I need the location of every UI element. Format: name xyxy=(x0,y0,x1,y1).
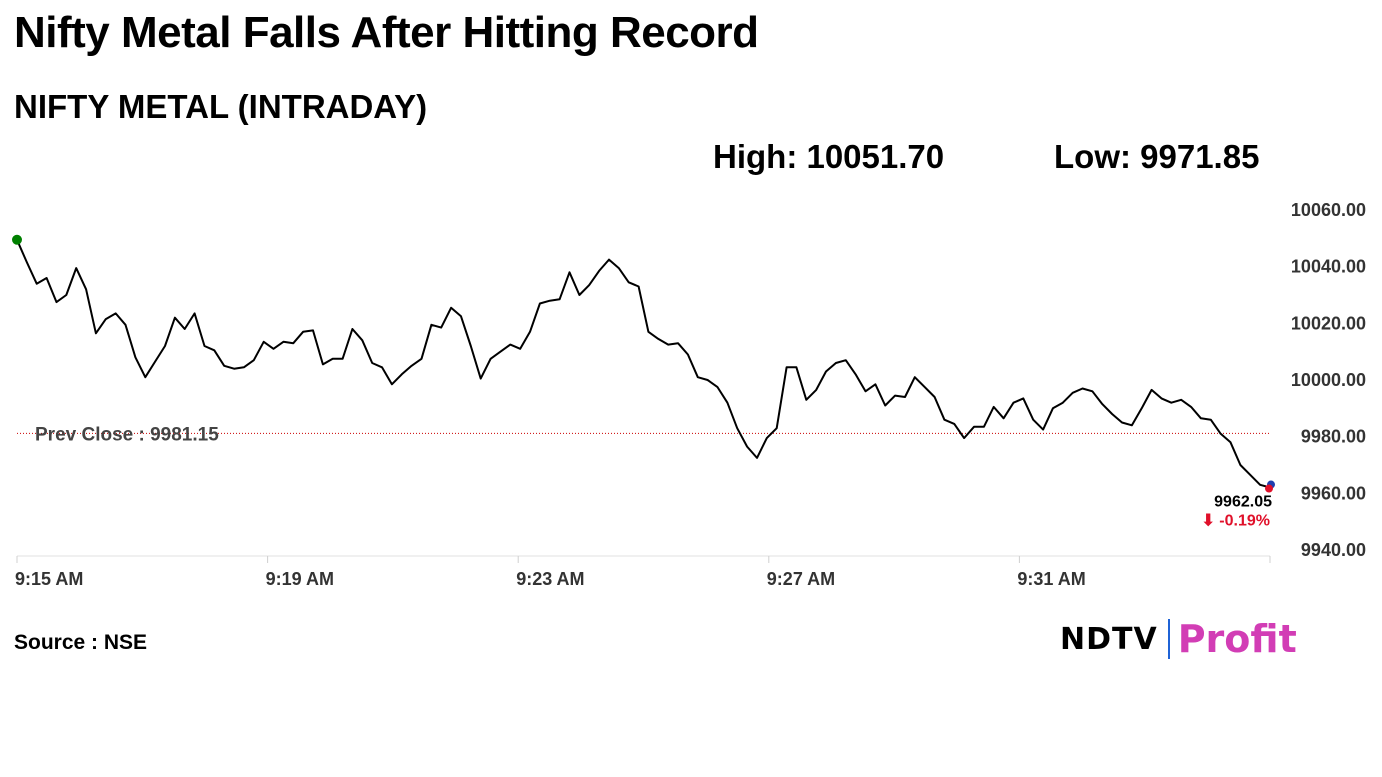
x-tick-label: 9:31 AM xyxy=(1017,569,1085,589)
x-tick-label: 9:27 AM xyxy=(767,569,835,589)
high-value: High: 10051.70 xyxy=(713,138,945,175)
end-point-marker xyxy=(1265,484,1273,493)
logo-profit: Profit xyxy=(1177,617,1297,661)
headline: Nifty Metal Falls After Hitting Record xyxy=(14,8,759,57)
y-tick-label: 10000.00 xyxy=(1291,370,1366,390)
logo-ndtv: NDTV xyxy=(1060,621,1158,657)
chart-title: NIFTY METAL (INTRADAY) xyxy=(14,88,428,125)
last-change-label: ⬇ -0.19% xyxy=(1201,513,1270,530)
source-note: Source : NSE xyxy=(14,631,148,654)
x-tick-label: 9:19 AM xyxy=(266,569,334,589)
last-value-label: 9962.05 xyxy=(1214,494,1272,511)
y-tick-label: 9960.00 xyxy=(1301,483,1366,503)
x-tick-label: 9:23 AM xyxy=(516,569,584,589)
y-axis: 10060.00 10040.00 10020.00 10000.00 9980.00 9… xyxy=(1291,200,1366,560)
y-tick-label: 9980.00 xyxy=(1301,427,1366,447)
start-point-marker xyxy=(12,234,22,245)
x-axis: 9:15 AM 9:19 AM 9:23 AM 9:27 AM 9:31 AM xyxy=(15,556,1271,589)
y-tick-label: 10020.00 xyxy=(1291,313,1366,333)
x-tick-label: 9:15 AM xyxy=(15,569,83,589)
ndtv-profit-logo: NDTV Profit xyxy=(1060,616,1297,662)
y-tick-label: 9940.00 xyxy=(1301,540,1366,560)
prev-close-label: Prev Close : 9981.15 xyxy=(35,424,219,445)
logo-divider xyxy=(1167,619,1170,659)
low-value: Low: 9971.85 xyxy=(1054,138,1260,175)
series-line xyxy=(16,239,1271,489)
y-tick-label: 10040.00 xyxy=(1291,257,1366,277)
y-tick-label: 10060.00 xyxy=(1291,200,1366,220)
